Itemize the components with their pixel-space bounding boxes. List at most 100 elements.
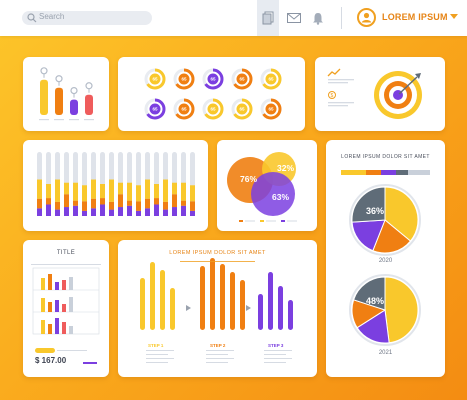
pie-year-2: 2021: [378, 350, 393, 356]
donut-center: [207, 103, 219, 115]
small-bar-chart: [39, 67, 94, 121]
step-bar: [220, 264, 225, 330]
donut-center: [265, 73, 277, 85]
stacked-bar-segment: [55, 179, 60, 202]
pie-chart-2020: 36%: [349, 184, 421, 256]
pie-charts: 36% 48%: [341, 170, 430, 346]
pie-slice: [352, 276, 386, 311]
stacked-bar-segment: [37, 208, 42, 216]
donut-value: 65: [210, 77, 216, 82]
user-name[interactable]: LOREM IPSUM: [382, 12, 448, 22]
step-text-line: [206, 354, 228, 355]
chevron-down-icon[interactable]: [450, 14, 458, 19]
donut-value: 65: [210, 107, 216, 112]
venn-card: 76% 32% 63%: [217, 140, 317, 231]
step-bar: [210, 258, 215, 330]
step-bar: [200, 266, 205, 330]
stacked-bar-segment: [100, 198, 105, 205]
stacked-bar-chart: [37, 152, 195, 216]
stacked-bar-segment: [154, 198, 159, 205]
stacked-bar-segment: [109, 209, 114, 216]
stacked-bar-segment: [37, 198, 42, 209]
step-text-line: [146, 350, 174, 351]
target-card: $: [315, 57, 445, 131]
step-3-label: STEP 3: [268, 343, 284, 348]
step-text-line: [146, 358, 174, 359]
stacked-bar-segment: [64, 207, 69, 216]
documents-button[interactable]: [257, 0, 279, 36]
step-bar: [278, 286, 283, 330]
step-bar: [170, 288, 175, 330]
stacked-bar-segment: [118, 182, 123, 195]
stacked-bars-card: [23, 140, 208, 231]
steps-title-underline: [180, 261, 255, 262]
mail-button[interactable]: [283, 0, 305, 36]
title-card-chart: [31, 264, 101, 353]
stacked-bar-segment: [181, 182, 186, 201]
avatar[interactable]: [357, 8, 376, 27]
title-card: TITLE $ 167.00: [23, 240, 109, 377]
stacked-bar-segment: [181, 200, 186, 206]
donut-center: [149, 103, 161, 115]
step-1-label: STEP 1: [148, 343, 164, 348]
pie-label: 36%: [366, 206, 384, 216]
small-bars-card: [23, 57, 109, 131]
stacked-bar-segment: [172, 207, 177, 216]
donut-ring: [231, 98, 253, 120]
step-2-label: STEP 2: [210, 343, 226, 348]
pie-ring: [349, 274, 421, 346]
stacked-bar-segment: [163, 201, 168, 210]
donut-ring: [260, 68, 282, 90]
small-bar-label: [84, 119, 94, 121]
step-bar: [140, 278, 145, 330]
small-bar: [55, 87, 63, 115]
notifications-button[interactable]: [307, 0, 329, 36]
donut-center: [149, 73, 161, 85]
stacked-bar-segment: [172, 182, 177, 195]
map-pin-icon: [70, 86, 78, 95]
donut-center: [178, 73, 190, 85]
step-text-line: [264, 358, 292, 359]
steps-card-title: LOREM IPSUM DOLOR SIT AMET: [169, 250, 266, 256]
small-bar: [70, 99, 78, 115]
step-text-line: [264, 350, 292, 351]
donut-center: [236, 73, 248, 85]
pie-slice: [384, 186, 419, 242]
search-input[interactable]: Search: [22, 11, 152, 25]
mail-icon: [287, 13, 301, 23]
donut-value: 65: [181, 107, 187, 112]
map-pin-icon: [40, 67, 48, 75]
topbar-divider: [341, 7, 342, 29]
user-icon: [361, 12, 372, 23]
stacked-bar-segment: [172, 194, 177, 208]
svg-text:$: $: [331, 93, 334, 99]
stacked-bar-segment: [73, 205, 78, 216]
stacked-bar-segment: [163, 179, 168, 202]
venn-label-2: 32%: [277, 163, 294, 173]
steps-card: LOREM IPSUM DOLOR SIT AMET STEP 1 STEP 2…: [118, 240, 317, 377]
stacked-bar-segment: [154, 184, 159, 199]
venn-diagram: 76% 32% 63%: [227, 152, 297, 222]
map-pin-icon: [85, 82, 93, 90]
target-icon: [374, 71, 422, 119]
small-bar: [40, 79, 48, 115]
color-strip: [341, 170, 430, 175]
step-text-line: [206, 350, 234, 351]
price-tag: [35, 348, 55, 353]
growth-icon: [327, 68, 341, 77]
stacked-bar-segment: [118, 207, 123, 216]
stacked-bar-segment: [145, 179, 150, 199]
stacked-bar-segment: [136, 210, 141, 216]
donut-ring: [173, 68, 195, 90]
stacked-bar-segment: [55, 209, 60, 216]
step-bar: [150, 262, 155, 330]
stacked-bar-segment: [190, 201, 195, 211]
title-card-heading: TITLE: [56, 250, 76, 256]
donut-grid: 65 65 65 65 65 65 65 65 65 65: [144, 68, 282, 120]
donut-ring: [202, 68, 224, 90]
step-bar: [160, 270, 165, 330]
venn-legend: [239, 220, 297, 222]
stacked-bar-segment: [127, 205, 132, 216]
price-value: $ 167.00: [35, 356, 67, 365]
pie-label: 48%: [366, 296, 384, 306]
